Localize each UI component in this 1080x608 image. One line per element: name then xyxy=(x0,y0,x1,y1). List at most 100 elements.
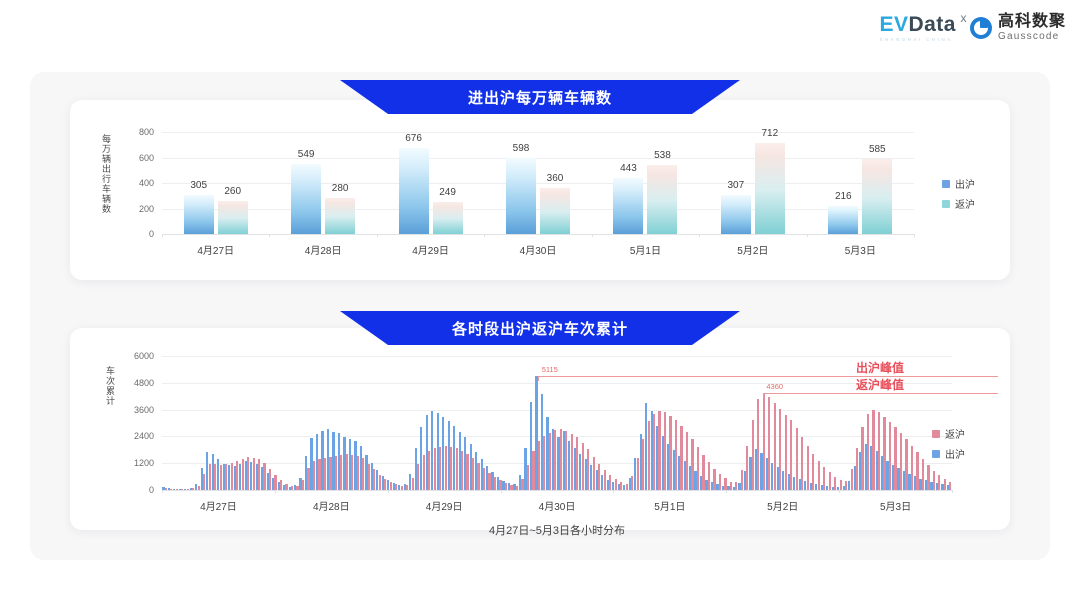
chart-two-bar-back xyxy=(932,470,935,490)
chart-two-bar-back xyxy=(312,461,316,490)
chart-two-bar-out xyxy=(326,429,330,490)
chart-two-peak-line xyxy=(537,375,998,377)
chart-two-bar-out xyxy=(200,468,203,490)
chart-two-bar-back xyxy=(450,446,453,490)
chart-two-bar-out xyxy=(557,436,560,490)
chart-two-bar-back xyxy=(345,453,348,490)
chart-two-bar-out xyxy=(272,478,275,490)
chart-one-bar-value-label: 249 xyxy=(439,187,456,199)
chart-two-bar-out xyxy=(782,470,785,490)
chart-two-bar-back xyxy=(532,450,535,490)
chart-two-bar-back xyxy=(521,479,524,490)
chart-two-bar-out xyxy=(442,416,445,490)
chart-two-x-tick xyxy=(613,490,615,493)
chart-two-bar-back xyxy=(916,452,919,490)
chart-two-bar-out xyxy=(579,453,582,490)
chart-one-bar-value-label: 260 xyxy=(224,185,242,197)
chart-two-bar-out xyxy=(831,486,834,490)
chart-two-bar-out xyxy=(250,462,253,490)
chart-two-bar-out xyxy=(529,402,533,490)
chart-two-bar-back xyxy=(471,458,475,490)
chart-two-bar-out xyxy=(837,487,840,490)
chart-two-bar-out xyxy=(678,456,681,490)
chart-two-gridline xyxy=(162,463,952,465)
chart-two-bar-out xyxy=(562,431,565,490)
chart-two-bar-back xyxy=(515,485,519,490)
chart-two-bar-back xyxy=(296,485,299,490)
chart-two-bar-back xyxy=(949,481,952,490)
chart-two-bar-out xyxy=(431,410,434,490)
chart-two-bar-back xyxy=(609,475,612,490)
chart-two-bar-out xyxy=(743,470,747,490)
chart-two-bar-out xyxy=(672,450,675,490)
chart-two-bar-out xyxy=(891,464,895,490)
chart-two-bar-out xyxy=(848,480,851,490)
chart-one-bar-out xyxy=(291,164,322,234)
chart-one-y-tick-label: 200 xyxy=(138,203,154,214)
chart-two-bar-back xyxy=(460,450,464,490)
chart-one-legend-item[interactable]: 返沪 xyxy=(942,196,975,211)
chart-two-bar-out xyxy=(365,454,368,490)
gausscode-logo-icon xyxy=(969,17,992,39)
chart-two-bar-back xyxy=(406,485,409,490)
chart-two-bar-back xyxy=(411,477,414,490)
chart-two-bar-out xyxy=(266,473,269,490)
chart-two-bar-back xyxy=(658,410,661,490)
chart-one-bar-value-label: 598 xyxy=(512,142,530,154)
chart-one-legend-item[interactable]: 出沪 xyxy=(942,176,975,191)
chart-two-bar-back xyxy=(477,463,480,490)
chart-two-bar-back xyxy=(735,481,738,490)
chart-two-y-tick-label: 2400 xyxy=(133,431,154,442)
chart-two-bar-back xyxy=(417,463,420,490)
chart-two-x-tick-label: 4月30日 xyxy=(538,502,576,513)
chart-two-bar-out xyxy=(475,451,478,490)
chart-two-bar-out xyxy=(875,451,878,490)
chart-two-bar-back xyxy=(845,480,848,490)
chart-two-peak-label: 返沪峰值 xyxy=(856,377,905,392)
chart-two-bar-out xyxy=(645,403,648,490)
chart-two-bar-out xyxy=(826,486,829,490)
chart-two-bar-out xyxy=(749,456,752,490)
chart-two-bar-back xyxy=(241,458,244,490)
chart-two-bar-back xyxy=(674,420,678,490)
chart-one-bar-back xyxy=(432,202,463,234)
chart-two-bar-back xyxy=(724,478,727,490)
chart-two-bar-back xyxy=(581,442,584,490)
chart-two-bar-back xyxy=(482,468,486,490)
chart-two-legend-item[interactable]: 出沪 xyxy=(932,446,965,461)
chart-two-bar-out xyxy=(688,466,692,490)
chart-plot-area-two: 0 1200 2400 3600 4800 6000 4月27日 4月28日 4月29日 4月30… xyxy=(134,351,998,513)
chart-two-bar-out xyxy=(310,437,313,490)
chart-two-bar-out xyxy=(771,462,774,490)
gausscode-logo: 高科数聚 Gausscode xyxy=(969,14,1066,42)
chart-two-bar-back xyxy=(389,482,392,490)
chart-two-bar-out xyxy=(793,476,796,490)
chart-one-x-tick xyxy=(162,234,163,237)
chart-two-bar-out xyxy=(765,458,768,490)
chart-two-bar-out xyxy=(332,431,335,490)
chart-two-bar-out xyxy=(535,375,538,490)
chart-one-x-tick-label: 5月3日 xyxy=(844,246,876,257)
chart-two-bar-back xyxy=(883,416,886,490)
chart-two-bar-back xyxy=(828,472,831,490)
chart-two-bar-back xyxy=(247,456,250,490)
chart-two-bar-out xyxy=(732,486,736,490)
chart-two-bar-out xyxy=(721,485,725,490)
chart-two-y-axis-title: 车次累计 xyxy=(105,366,115,406)
chart-two-bar-back xyxy=(921,459,924,490)
chart-two-bar-out xyxy=(705,479,708,490)
chart-two-x-tick xyxy=(387,490,389,493)
chart-two-bar-out xyxy=(206,451,209,490)
chart-one-x-tick-label: 4月30日 xyxy=(519,246,557,257)
chart-two-legend-item[interactable]: 返沪 xyxy=(932,426,965,441)
chart-two-bar-back xyxy=(537,441,540,490)
chart-one-bar-value-label: 712 xyxy=(761,128,779,140)
chart-two-bar-out xyxy=(902,471,906,490)
chart-one-bar-value-label: 280 xyxy=(331,183,349,195)
chart-two-bar-out xyxy=(897,468,900,490)
chart-two-bar-out xyxy=(815,484,818,490)
chart-two-bar-out xyxy=(217,458,220,490)
chart-two-gridline xyxy=(162,436,952,438)
gausscode-logo-en: Gausscode xyxy=(997,31,1060,42)
chart-two-bar-back xyxy=(285,483,288,490)
